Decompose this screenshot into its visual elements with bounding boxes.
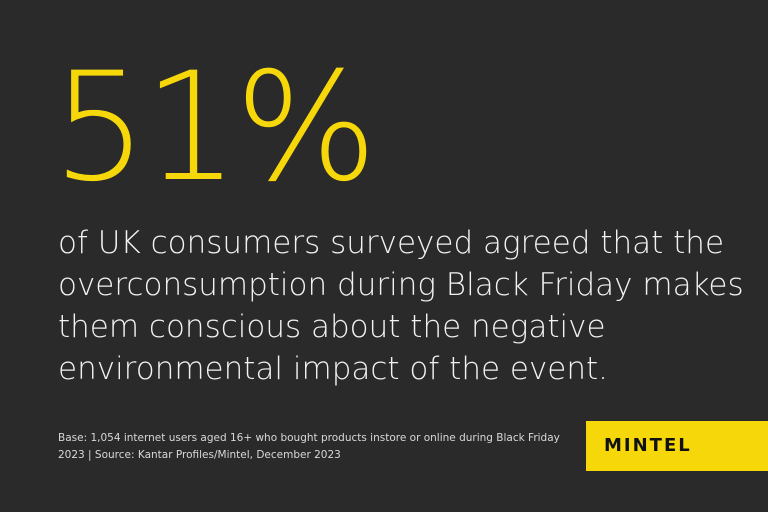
statement-line: of UK consumers surveyed agreed that the — [58, 225, 725, 261]
brand-badge: MINTEL — [586, 421, 768, 471]
footnote: Base: 1,054 internet users aged 16+ who … — [58, 430, 560, 464]
footnote-line: 2023 | Source: Kantar Profiles/Mintel, D… — [58, 449, 341, 461]
footnote-line: Base: 1,054 internet users aged 16+ who … — [58, 432, 560, 444]
statement-line: them conscious about the negative — [58, 309, 606, 345]
statement-line: overconsumption during Black Friday make… — [58, 267, 744, 303]
headline-stat: 51% — [52, 41, 377, 215]
statement: of UK consumers surveyed agreed that the… — [58, 222, 744, 390]
brand-name: MINTEL — [604, 435, 692, 456]
statement-line: environmental impact of the event. — [58, 351, 609, 387]
